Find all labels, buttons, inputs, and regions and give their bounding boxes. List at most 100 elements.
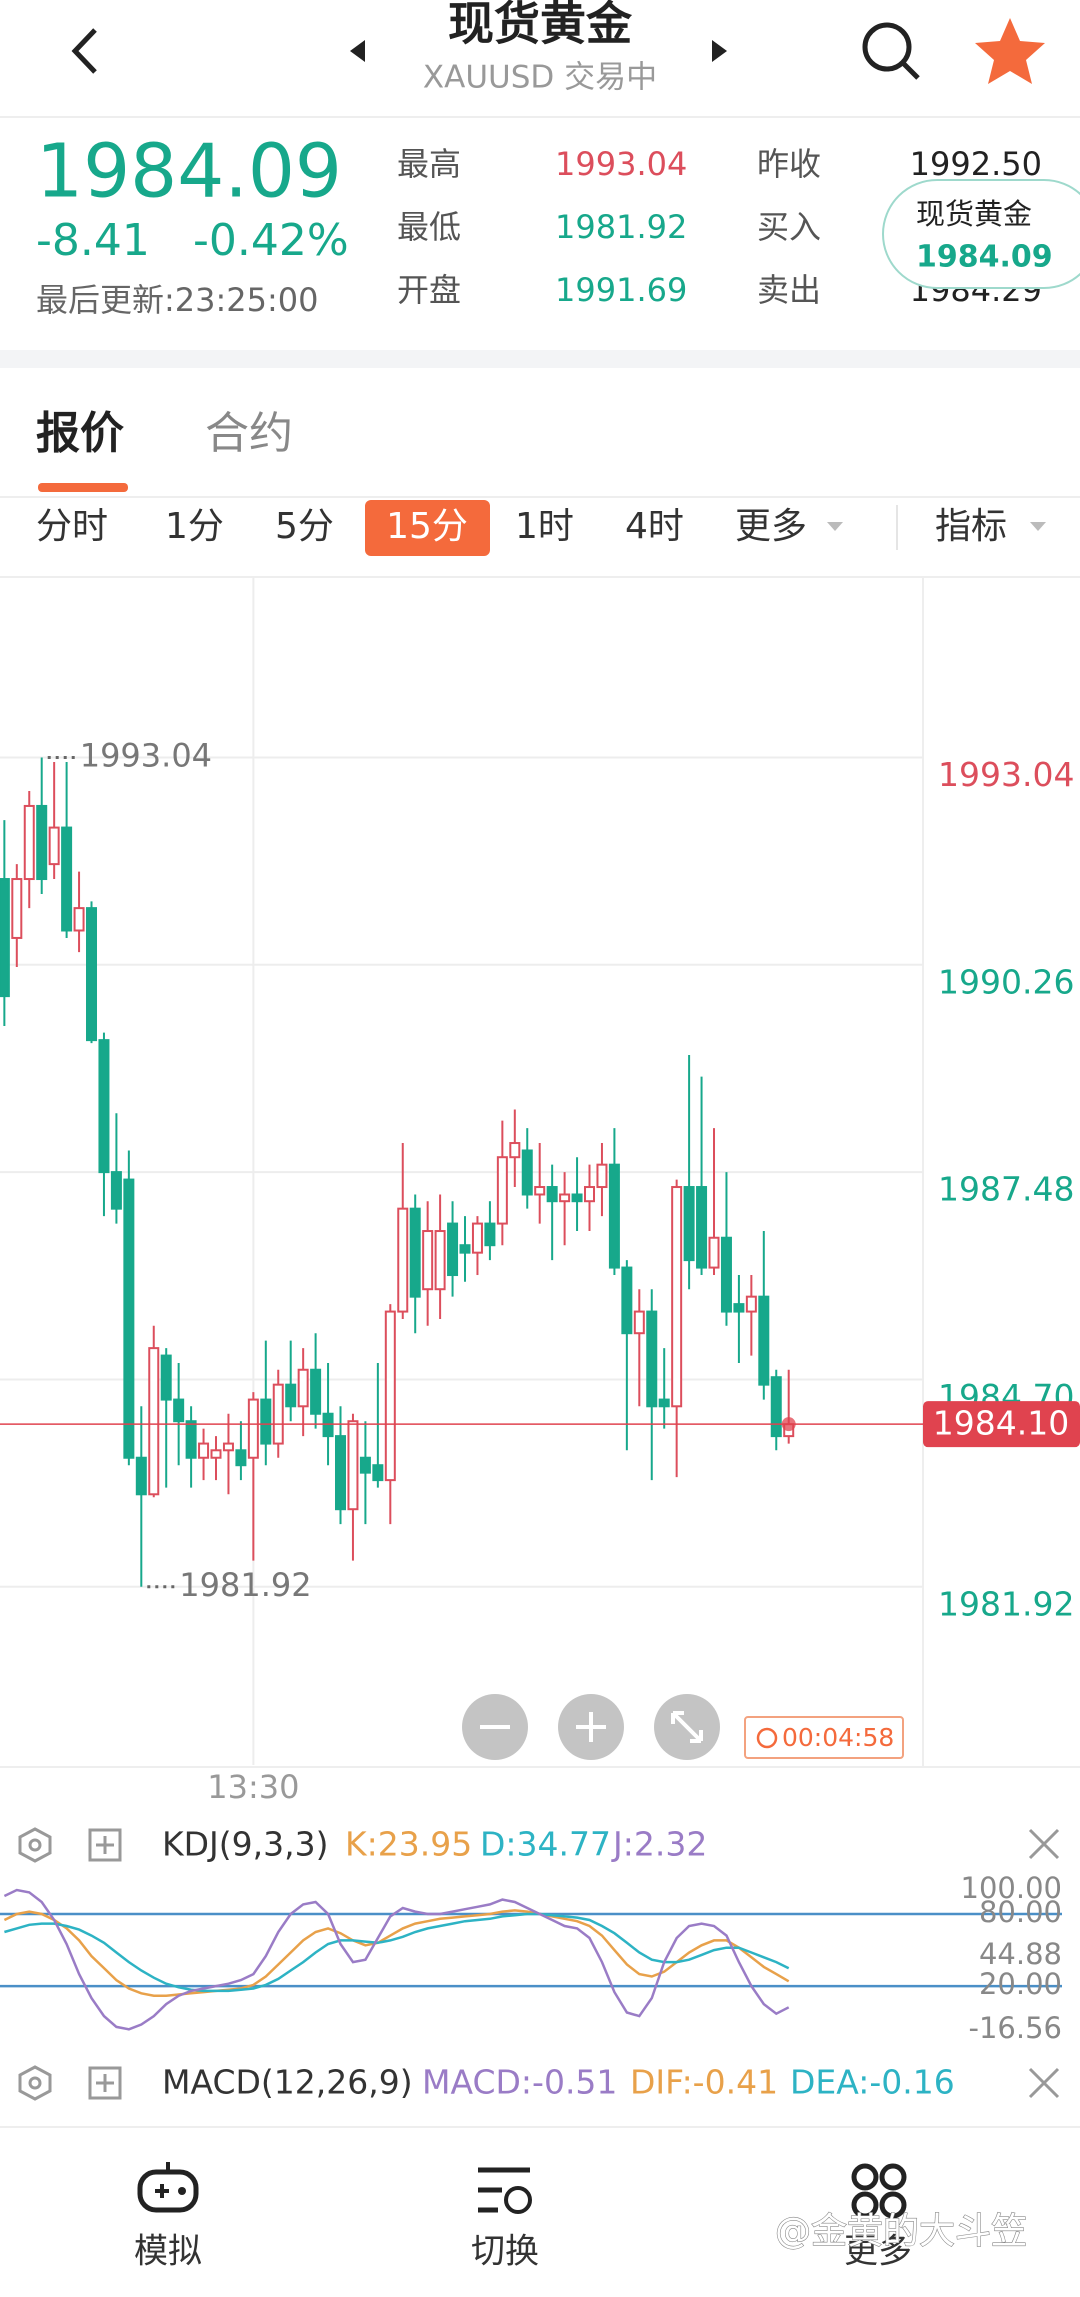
period-tab[interactable]: 分时 bbox=[36, 506, 108, 547]
y-tick-label: 100.00 bbox=[961, 1871, 1062, 1905]
stat-label: 最低 bbox=[397, 208, 461, 246]
candle-body bbox=[61, 826, 73, 932]
timer: 00:04:58 bbox=[782, 1723, 894, 1752]
last-price-box bbox=[923, 1401, 1080, 1448]
back-button[interactable] bbox=[71, 28, 97, 74]
zoom-in-button[interactable] bbox=[558, 1694, 624, 1760]
candle-body bbox=[521, 1149, 533, 1196]
indicator-title: KDJ(9,3,3) bbox=[162, 1825, 329, 1864]
candle-body bbox=[23, 804, 35, 881]
zoom-out-button[interactable] bbox=[462, 1694, 528, 1760]
favorite-star[interactable] bbox=[975, 18, 1045, 84]
prev-button[interactable] bbox=[350, 40, 365, 62]
title: 现货黄金 bbox=[448, 0, 633, 51]
candle-body bbox=[696, 1186, 708, 1269]
update-time: 最后更新:23:25:00 bbox=[36, 281, 319, 319]
y-tick-label: -16.56 bbox=[969, 2011, 1063, 2045]
add-icon[interactable] bbox=[88, 2066, 122, 2100]
candle-body bbox=[745, 1295, 757, 1313]
x-tick-label: 13:30 bbox=[207, 1768, 299, 1806]
candle-body bbox=[646, 1310, 658, 1408]
candle-body bbox=[372, 1464, 384, 1482]
candle-body bbox=[546, 1186, 558, 1203]
settings-icon[interactable] bbox=[18, 1827, 52, 1863]
nav-icon bbox=[155, 2162, 170, 2198]
candle-body bbox=[397, 1207, 409, 1313]
tab-underline bbox=[38, 483, 128, 492]
candle-body bbox=[297, 1368, 309, 1408]
add-icon[interactable] bbox=[88, 1828, 122, 1862]
nav-item[interactable]: 切换 bbox=[471, 2167, 539, 2272]
settings-icon bbox=[28, 2076, 42, 2090]
indicator-menu[interactable]: 指标 bbox=[935, 506, 1007, 547]
macd-value: DEA:-0.16 bbox=[790, 2063, 955, 2102]
float-tag[interactable]: 现货黄金 1984.09 bbox=[882, 179, 1080, 289]
candle-body bbox=[621, 1266, 633, 1335]
period-bar: 分时 1分 5分 15分 1时 4时 更多 bbox=[36, 500, 843, 556]
candle-body bbox=[770, 1376, 782, 1438]
candle-body bbox=[110, 1171, 122, 1210]
candle-body bbox=[658, 1398, 670, 1408]
stat-value: 1991.69 bbox=[555, 271, 687, 309]
candle-body bbox=[608, 1163, 620, 1269]
candle-chart: 1981.921984.701987.481990.261993.0413:30… bbox=[0, 577, 1080, 1806]
candle-body bbox=[359, 1456, 371, 1474]
nav-icon bbox=[851, 2163, 879, 2191]
indicator-line bbox=[4, 1912, 790, 1993]
period-tab[interactable]: 4时 bbox=[625, 506, 684, 547]
close-icon[interactable] bbox=[1028, 2067, 1060, 2099]
candle-body bbox=[347, 1420, 359, 1511]
candle-body bbox=[36, 804, 48, 881]
indicator-line bbox=[3, 1888, 790, 2031]
candle-body bbox=[459, 1244, 471, 1254]
last-price-label: 1984.10 bbox=[933, 1404, 1069, 1443]
stat-value: 1981.92 bbox=[555, 208, 687, 246]
next-button[interactable] bbox=[712, 40, 727, 62]
candle-body bbox=[210, 1449, 222, 1459]
y-tick-label: 20.00 bbox=[979, 1967, 1062, 2001]
macd-value: MACD:-0.51 bbox=[422, 2063, 617, 2102]
candle-body bbox=[633, 1310, 645, 1335]
macd-header: MACD(12,26,9) MACD:-0.51 DIF:-0.41 DEA:-0.… bbox=[18, 2063, 1060, 2102]
candle-body bbox=[596, 1163, 608, 1189]
candle-body bbox=[98, 1039, 110, 1174]
indicator-line bbox=[3, 1909, 790, 1997]
period-tab-active[interactable]: 15分 bbox=[386, 506, 468, 547]
nav-item[interactable]: 更多 bbox=[844, 2163, 912, 2272]
stat-label: 最高 bbox=[397, 145, 461, 183]
y-tick-label: 1993.04 bbox=[938, 755, 1074, 794]
candle-body bbox=[509, 1142, 521, 1159]
candle-body bbox=[496, 1156, 508, 1225]
nav-icon bbox=[504, 2186, 532, 2214]
tab-active[interactable]: 报价 bbox=[36, 408, 124, 459]
stat-label: 买入 bbox=[757, 208, 821, 246]
period-tab[interactable]: 1时 bbox=[515, 506, 574, 547]
settings-icon bbox=[28, 1838, 42, 1852]
legend-entry: D:34.77 bbox=[480, 1825, 611, 1864]
close-icon[interactable] bbox=[1028, 1828, 1060, 1860]
nav-item[interactable]: 模拟 bbox=[134, 2162, 202, 2272]
search-button[interactable] bbox=[862, 22, 920, 80]
period-tab[interactable]: 5分 bbox=[275, 506, 334, 547]
search-icon bbox=[901, 61, 920, 80]
quote-stats: 最高 1993.04 最低 1981.92 开盘 1991.69 昨收 1992.50 买入卖出… bbox=[397, 145, 1042, 309]
subtitle: XAUUSD 交易中 bbox=[423, 60, 657, 96]
legend-entry: K:23.95 bbox=[345, 1825, 472, 1864]
candle-body bbox=[173, 1398, 185, 1423]
extreme-label: 1993.04 bbox=[80, 736, 212, 774]
nav-label: 模拟 bbox=[134, 2232, 202, 2272]
candle-body bbox=[683, 1186, 695, 1262]
settings-icon[interactable] bbox=[18, 2065, 52, 2101]
kdj-header: KDJ(9,3,3) K:23.95 D:34.77 J:2.32 bbox=[18, 1825, 1060, 1864]
candle-body bbox=[434, 1230, 446, 1291]
y-tick-label: 1981.92 bbox=[938, 1584, 1074, 1623]
candle-body bbox=[185, 1420, 197, 1459]
fullscreen-button[interactable] bbox=[654, 1694, 720, 1760]
nav-label: 更多 bbox=[844, 2232, 912, 2272]
period-tab[interactable]: 更多 bbox=[735, 506, 807, 547]
tab[interactable]: 合约 bbox=[205, 408, 293, 459]
candle-body bbox=[0, 878, 10, 998]
candle-body bbox=[48, 826, 60, 866]
period-tab[interactable]: 1分 bbox=[165, 506, 224, 547]
